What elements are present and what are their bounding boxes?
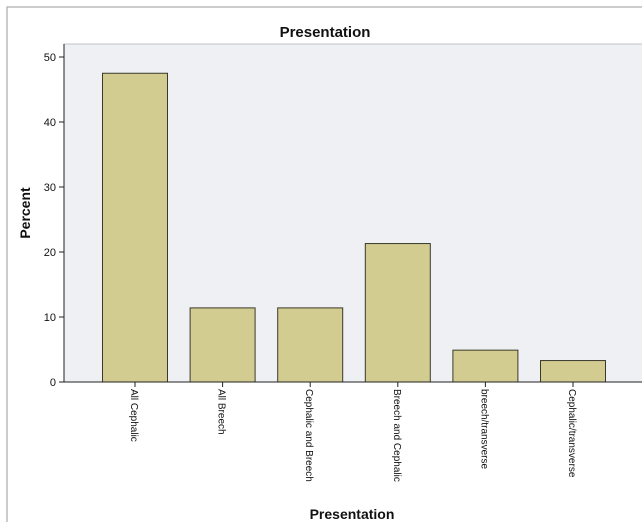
y-tick-label: 0 <box>50 377 56 389</box>
y-tick-label: 20 <box>44 247 56 259</box>
x-tick-label: Cephalic and Breech <box>303 389 314 482</box>
y-axis-label: Percent <box>17 187 33 239</box>
chart-title: Presentation <box>280 24 371 41</box>
x-tick-label: All Breech <box>216 389 227 435</box>
bar <box>103 73 168 382</box>
y-tick-label: 40 <box>44 117 56 129</box>
x-tick-label: Cephalic/transverse <box>566 389 577 478</box>
y-axis-ticks: 0 10 20 30 40 50 <box>44 52 64 389</box>
y-tick-label: 10 <box>44 312 56 324</box>
y-tick-label: 50 <box>44 52 56 64</box>
x-axis-ticks: All Cephalic All Breech Cephalic and Breec… <box>128 382 577 482</box>
bar <box>365 244 430 382</box>
x-tick-label: breech/transverse <box>478 389 489 469</box>
x-axis-label: Presentation <box>310 506 395 522</box>
bar <box>190 308 255 382</box>
bar <box>541 361 606 382</box>
bar <box>453 350 518 382</box>
x-tick-label: Breech and Cephalic <box>391 389 402 482</box>
bar <box>278 308 343 382</box>
y-tick-label: 30 <box>44 182 56 194</box>
x-tick-label: All Cephalic <box>128 389 139 442</box>
